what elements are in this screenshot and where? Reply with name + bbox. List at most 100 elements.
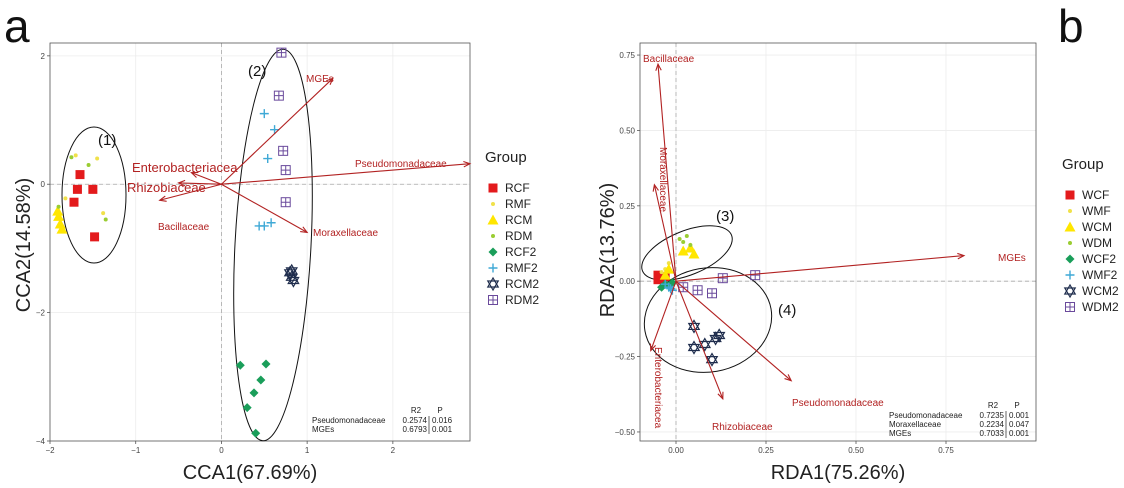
point-rdm2: [280, 165, 291, 176]
legend-label-rmf: RMF: [505, 197, 531, 211]
legend-item-rcf: RCF: [488, 181, 530, 195]
stats-header-r2: R2: [988, 401, 999, 410]
legend-label-wdm2: WDM2: [1082, 300, 1119, 314]
stats-row-name: Pseudomonadaceae: [889, 411, 963, 420]
point-wdm: [684, 233, 689, 238]
point-wdm2: [692, 285, 703, 296]
point-wmf2: [660, 279, 670, 289]
panel-b-legend: Group WCF WMF WCM WDM WCF2 WMF2 WCM2 WDM2: [1062, 156, 1119, 314]
point-rcf: [88, 184, 98, 194]
legend-label-wmf: WMF: [1082, 204, 1111, 218]
point-rdm: [103, 217, 108, 222]
legend-item-rdm2: RDM2: [488, 293, 539, 307]
y-tick-label: −0.50: [615, 428, 636, 437]
legend-label-wcf2: WCF2: [1082, 252, 1116, 266]
legend-key-rdm: [491, 234, 495, 238]
legend-item-rcm: RCM: [487, 213, 532, 227]
y-tick-label: −2: [36, 309, 46, 318]
legend-item-wcf: WCF: [1065, 188, 1109, 202]
panel-a-legend: Group RCF RMF RCM RDM RCF2 RMF2 RCM2 RDM2: [485, 149, 539, 307]
point-wmf: [666, 261, 671, 266]
point-rcf: [69, 197, 79, 207]
point-rmf: [63, 196, 68, 201]
point-rcm: [52, 205, 64, 216]
point-wdm: [681, 240, 686, 244]
arrow-label-mges: MGEs: [998, 253, 1026, 264]
point-wcm: [663, 263, 675, 274]
legend-label-rcf2: RCF2: [505, 245, 537, 259]
arrow-label-moraxellaceae: Moraxellaceae: [313, 228, 378, 239]
point-wmf: [659, 270, 664, 275]
panel-a-ellipses: [61, 48, 313, 442]
point-rcf: [90, 232, 100, 242]
panel-b-arrows: MGEs Bacillaceae Moraxellaceae Enterobacter…: [643, 54, 1026, 433]
stats-header-p: P: [437, 406, 442, 415]
cluster-label-1: (1): [98, 132, 116, 149]
panel-a-frame: [49, 42, 471, 442]
panel-letter-a: a: [4, 0, 30, 52]
legend-item-wcm2: WCM2: [1063, 283, 1119, 299]
point-wcm2: [687, 319, 701, 334]
point-rcf2: [256, 375, 266, 385]
stats-row-r2: 0.6793: [403, 425, 428, 434]
arrow-label-bacillaceae: Bacillaceae: [158, 222, 210, 233]
cluster-ellipse-3: [641, 225, 733, 281]
panel-b-stats-table: R2 P Pseudomonadaceae 0.7235 0.001 Moraxellac…: [889, 401, 1030, 438]
panel-a-x-axis-title: CCA1(67.69%): [183, 462, 318, 484]
legend-item-rmf: RMF: [491, 197, 531, 211]
legend-label-rdm: RDM: [505, 229, 532, 243]
arrow-rhizobiaceae: Rhizobiaceae: [127, 179, 222, 195]
point-rdm2: [273, 90, 284, 101]
point-rcf2: [235, 360, 245, 370]
legend-key-rcf2: [488, 247, 498, 257]
x-tick-label: 0: [219, 446, 224, 455]
stats-row-r2: 0.7033: [980, 429, 1005, 438]
legend-key-wcf: [1065, 190, 1075, 200]
stats-row-name: MGEs: [312, 425, 334, 434]
arrow-label-rhizobiaceae: Rhizobiaceae: [712, 422, 773, 433]
point-rdm: [56, 204, 61, 209]
point-wcm2: [687, 340, 701, 355]
arrow-label-pseudomonadaceae: Pseudomonadaceae: [792, 398, 884, 409]
stats-row-p: 0.001: [432, 425, 453, 434]
point-wcm: [688, 248, 700, 259]
legend-item-wdm: WDM: [1068, 236, 1112, 250]
x-tick-label: 0.25: [758, 446, 774, 455]
legend-key-rmf: [491, 202, 495, 206]
point-wcm: [677, 245, 689, 256]
stats-row-name: MGEs: [889, 429, 911, 438]
y-tick-label: −0.25: [615, 353, 636, 362]
legend-key-rdm2: [488, 295, 498, 305]
panel-b-ellipses: [641, 225, 773, 373]
stats-row-p: 0.001: [1009, 429, 1030, 438]
point-rdm2: [280, 197, 291, 208]
legend-title: Group: [1062, 156, 1104, 173]
point-rmf: [95, 156, 100, 161]
stats-row-p: 0.016: [432, 416, 453, 425]
point-wcf: [653, 275, 663, 285]
point-rmf2: [270, 125, 280, 135]
point-wdm2: [707, 288, 717, 299]
legend-item-wmf: WMF: [1068, 204, 1111, 218]
legend-label-wmf2: WMF2: [1082, 268, 1118, 282]
arrow-rhizobiaceae: Rhizobiaceae: [675, 280, 773, 433]
panel-letter-b: b: [1058, 0, 1084, 52]
arrow-label-moraxellaceae: Moraxellaceae: [657, 147, 668, 212]
point-rmf2: [254, 221, 264, 231]
cluster-label-2: (2): [248, 63, 266, 80]
x-tick-label: −2: [45, 446, 55, 455]
legend-label-wcm: WCM: [1082, 220, 1112, 234]
y-tick-label: 2: [41, 52, 46, 61]
arrow-label-mges: MGEs: [306, 74, 334, 85]
point-wdm: [688, 243, 693, 248]
legend-label-wcm2: WCM2: [1082, 284, 1119, 298]
arrow-label-enterobacteriacea: Enterobacteriacea: [132, 160, 238, 175]
point-wdm: [677, 236, 682, 241]
legend-item-rcm2: RCM2: [486, 276, 539, 292]
point-rdm: [86, 162, 91, 167]
legend-label-rdm2: RDM2: [505, 293, 539, 307]
point-rmf: [73, 153, 78, 158]
legend-item-wcf2: WCF2: [1065, 252, 1116, 266]
legend-label-rcm: RCM: [505, 213, 532, 227]
cluster-label-4: (4): [778, 302, 796, 319]
